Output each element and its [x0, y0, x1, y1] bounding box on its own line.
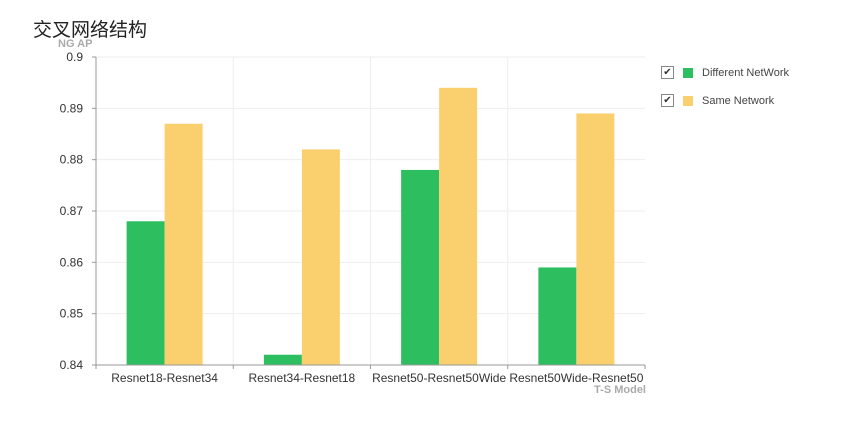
y-tick-label: 0.85 — [60, 307, 84, 321]
bar-same-network-resnet18-resnet34[interactable] — [164, 123, 203, 365]
bar-different-network-resnet34-resnet18[interactable] — [263, 354, 302, 365]
legend-label-different-network: Different NetWork — [702, 66, 790, 79]
checkbox-checked-icon[interactable]: ✔ — [661, 66, 674, 79]
legend: ✔ Different NetWork ✔ Same Network — [661, 64, 789, 120]
bar-same-network-resnet34-resnet18[interactable] — [301, 149, 340, 365]
y-tick-label: 0.87 — [60, 204, 84, 218]
legend-label-same-network: Same Network — [702, 94, 775, 107]
legend-swatch-different-network — [683, 67, 693, 78]
legend-swatch-same-network — [683, 95, 693, 106]
x-tick-label: Resnet50Wide-Resnet50 — [509, 371, 643, 385]
y-tick-label: 0.9 — [66, 50, 83, 64]
chart-title: 交叉网络结构 — [33, 19, 148, 41]
y-tick-label: 0.84 — [60, 358, 84, 372]
y-tick-label: 0.89 — [60, 101, 84, 115]
bar-different-network-resnet50-resnet50wide[interactable] — [401, 169, 440, 365]
legend-item-same-network[interactable]: ✔ Same Network — [661, 92, 789, 109]
x-tick-label: Resnet34-Resnet18 — [249, 371, 356, 385]
y-axis-label: NG AP — [58, 38, 93, 50]
x-tick-label: Resnet18-Resnet34 — [111, 371, 218, 385]
legend-item-different-network[interactable]: ✔ Different NetWork — [661, 64, 789, 81]
bar-different-network-resnet50wide-resnet50[interactable] — [538, 267, 577, 365]
x-axis-label: T-S Model — [594, 384, 646, 396]
bar-same-network-resnet50-resnet50wide[interactable] — [439, 87, 478, 366]
x-tick-label: Resnet50-Resnet50Wide — [372, 371, 506, 385]
y-tick-label: 0.86 — [60, 255, 84, 269]
y-tick-label: 0.88 — [60, 153, 84, 167]
checkbox-checked-icon[interactable]: ✔ — [661, 94, 674, 107]
bar-same-network-resnet50wide-resnet50[interactable] — [576, 113, 615, 365]
bar-different-network-resnet18-resnet34[interactable] — [126, 221, 165, 365]
